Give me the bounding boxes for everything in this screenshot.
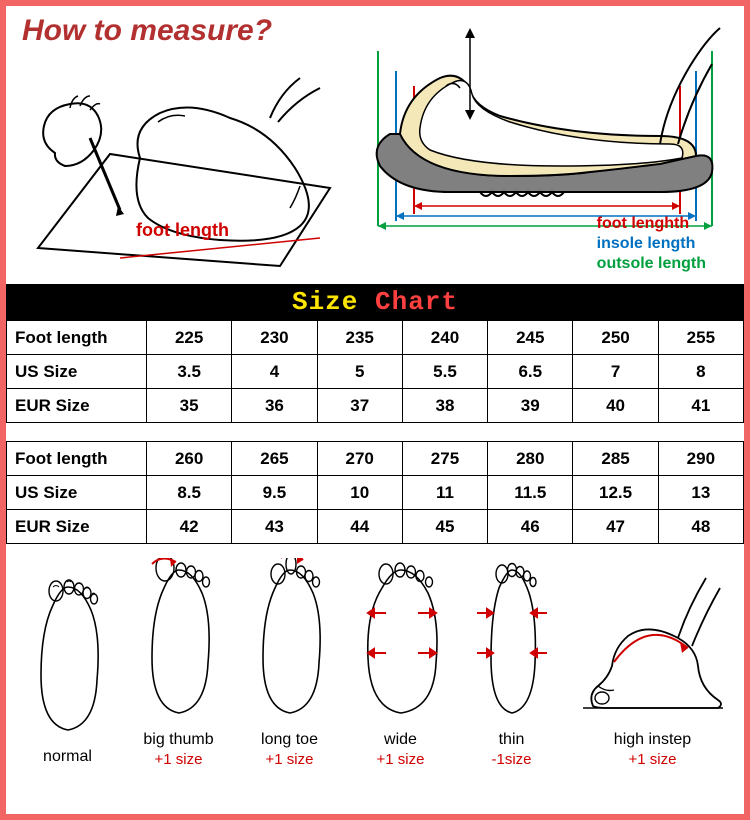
row-header: US Size: [7, 476, 147, 510]
legend-outsole: outsole length: [597, 254, 706, 274]
cell: 11: [402, 476, 487, 510]
top-section: How to measure? foot length: [6, 6, 744, 284]
foot-type-label: long toe+1 size: [245, 731, 335, 768]
foot-type-thin: thin-1size: [467, 558, 557, 768]
cell: 265: [232, 442, 317, 476]
foot-types-section: normal big thumb+1 size: [6, 544, 744, 806]
size-table-1: Foot length 225 230 235 240 245 250 255 …: [6, 320, 744, 423]
cell: 8: [658, 355, 743, 389]
foot-type-normal: normal: [23, 575, 113, 768]
legend-insole: insole length: [597, 234, 706, 254]
cell: 41: [658, 389, 743, 423]
cell: 40: [573, 389, 658, 423]
row-header: EUR Size: [7, 510, 147, 544]
cell: 36: [232, 389, 317, 423]
cell: 7: [573, 355, 658, 389]
table-row: Foot length 225 230 235 240 245 250 255: [7, 321, 744, 355]
table-row: EUR Size 35 36 37 38 39 40 41: [7, 389, 744, 423]
size-chart-title: Size Chart: [6, 284, 744, 320]
cell: 47: [573, 510, 658, 544]
page-title: How to measure?: [22, 14, 272, 48]
cell: 11.5: [488, 476, 573, 510]
cell: 42: [147, 510, 232, 544]
cell: 225: [147, 321, 232, 355]
table-row: Foot length 260 265 270 275 280 285 290: [7, 442, 744, 476]
row-header: Foot length: [7, 442, 147, 476]
cell: 43: [232, 510, 317, 544]
foot-type-long-toe: long toe+1 size: [245, 558, 335, 768]
row-header: EUR Size: [7, 389, 147, 423]
cell: 5: [317, 355, 402, 389]
legend-foot: foot lenghth: [597, 214, 706, 234]
cell: 275: [402, 442, 487, 476]
cell: 39: [488, 389, 573, 423]
foot-type-big-thumb: big thumb+1 size: [134, 558, 224, 768]
cell: 45: [402, 510, 487, 544]
foot-type-label: wide+1 size: [356, 731, 446, 768]
cell: 10: [317, 476, 402, 510]
foot-type-label: high instep+1 size: [578, 731, 728, 768]
cell: 38: [402, 389, 487, 423]
cell: 48: [658, 510, 743, 544]
foot-type-label: normal: [23, 748, 113, 766]
cell: 290: [658, 442, 743, 476]
cell: 44: [317, 510, 402, 544]
cell: 9.5: [232, 476, 317, 510]
cell: 285: [573, 442, 658, 476]
row-header: US Size: [7, 355, 147, 389]
table-row: US Size 8.5 9.5 10 11 11.5 12.5 13: [7, 476, 744, 510]
cell: 250: [573, 321, 658, 355]
cell: 37: [317, 389, 402, 423]
cell: 280: [488, 442, 573, 476]
cell: 255: [658, 321, 743, 355]
table-row: EUR Size 42 43 44 45 46 47 48: [7, 510, 744, 544]
table-gap: [6, 423, 744, 441]
cell: 240: [402, 321, 487, 355]
cell: 12.5: [573, 476, 658, 510]
foot-types-row: normal big thumb+1 size: [6, 558, 744, 768]
cell: 260: [147, 442, 232, 476]
cell: 3.5: [147, 355, 232, 389]
foot-length-caption: foot length: [136, 220, 229, 241]
cell: 4: [232, 355, 317, 389]
cell: 270: [317, 442, 402, 476]
cell: 35: [147, 389, 232, 423]
table-row: US Size 3.5 4 5 5.5 6.5 7 8: [7, 355, 744, 389]
foot-type-label: big thumb+1 size: [134, 731, 224, 768]
cell: 8.5: [147, 476, 232, 510]
title-word-chart: Chart: [375, 287, 458, 317]
cell: 46: [488, 510, 573, 544]
cell: 245: [488, 321, 573, 355]
row-header: Foot length: [7, 321, 147, 355]
title-word-size: Size: [292, 287, 358, 317]
size-table-2: Foot length 260 265 270 275 280 285 290 …: [6, 441, 744, 544]
cell: 13: [658, 476, 743, 510]
length-legend: foot lenghth insole length outsole lengt…: [597, 214, 706, 274]
cell: 230: [232, 321, 317, 355]
foot-type-high-instep: high instep+1 size: [578, 558, 728, 768]
cell: 5.5: [402, 355, 487, 389]
cell: 6.5: [488, 355, 573, 389]
foot-type-wide: wide+1 size: [356, 558, 446, 768]
foot-type-label: thin-1size: [467, 731, 557, 768]
cell: 235: [317, 321, 402, 355]
infographic-frame: How to measure? foot length: [0, 0, 750, 820]
